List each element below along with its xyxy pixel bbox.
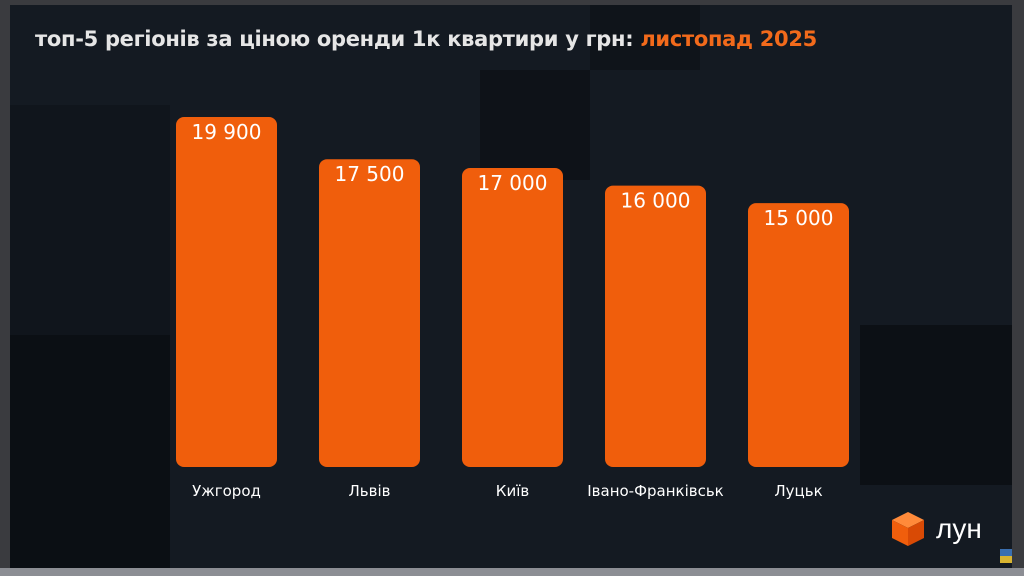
logo-text: лун — [936, 513, 982, 544]
chart-title: топ-5 регіонів за ціною оренди 1к кварти… — [35, 27, 817, 51]
bg-shape — [10, 335, 170, 568]
bg-shape — [860, 325, 1012, 485]
bar-2 — [462, 168, 563, 468]
bar-1 — [319, 159, 420, 467]
bg-shape — [480, 70, 590, 180]
bar-0 — [176, 117, 277, 467]
lun-logo: лун — [890, 510, 982, 548]
category-label: Луцьк — [774, 482, 822, 500]
category-label: Івано-Франківськ — [587, 482, 724, 500]
value-label: 17 500 — [335, 162, 405, 186]
title-main: топ-5 регіонів за ціною оренди 1к кварти… — [35, 27, 641, 51]
category-label: Київ — [496, 482, 529, 500]
bar-3 — [605, 185, 706, 468]
title-highlight: листопад 2025 — [640, 27, 817, 51]
orange-cube-icon — [892, 512, 924, 546]
ukraine-badge — [1000, 549, 1012, 563]
category-label: Львів — [349, 482, 391, 500]
bg-shape — [10, 105, 170, 335]
value-label: 19 900 — [192, 120, 262, 144]
slide: топ-5 регіонів за ціною оренди 1к кварти… — [10, 5, 1012, 568]
value-label: 15 000 — [764, 206, 834, 230]
bottom-bar — [0, 568, 1024, 576]
value-label: 16 000 — [621, 189, 691, 213]
category-label: Ужгород — [192, 482, 261, 500]
bg-shape — [590, 5, 700, 70]
value-label: 17 000 — [478, 171, 548, 195]
bar-chart: 19 900 Ужгород 17 500 Львів 17 000 Київ 16 000… — [176, 117, 849, 500]
bar-4 — [748, 203, 849, 467]
